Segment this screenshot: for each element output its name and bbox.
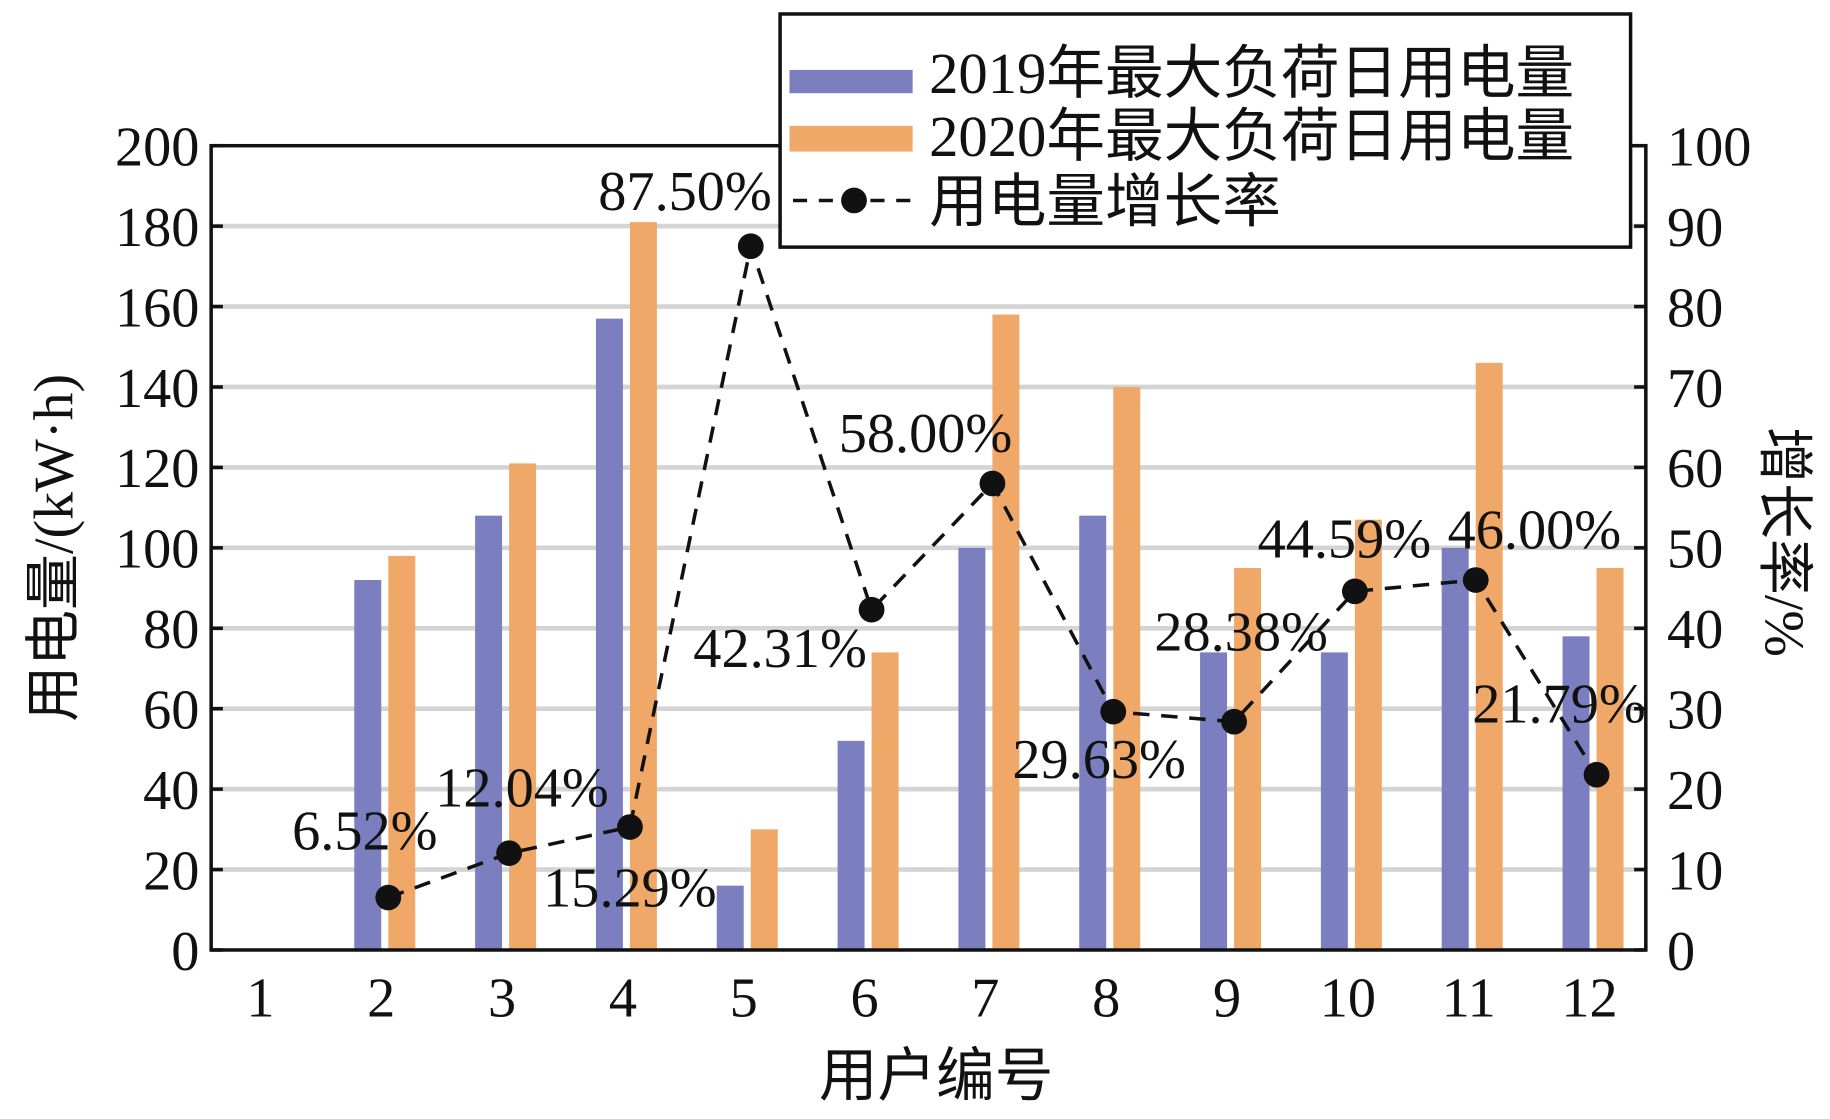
legend-label-2019: 2019年最大负荷日用电量 [929, 41, 1574, 106]
bar-2019-user-12 [1562, 636, 1590, 950]
bars [354, 222, 1624, 950]
y-tick-label: 0 [171, 921, 199, 983]
growth-label: 46.00% [1448, 500, 1622, 562]
growth-line [375, 233, 1610, 911]
y2-tick-label: 40 [1667, 599, 1723, 661]
bar-2019-user-3 [475, 515, 503, 950]
y-tick-label: 160 [115, 278, 199, 340]
y2-tick-label: 80 [1667, 278, 1723, 340]
x-tick-label: 9 [1213, 968, 1241, 1030]
growth-point-user-2 [375, 884, 402, 911]
growth-label: 21.79% [1472, 673, 1646, 735]
growth-point-user-12 [1583, 761, 1610, 788]
growth-label: 44.59% [1258, 509, 1432, 571]
y-tick-label: 180 [115, 197, 199, 259]
bar-2020-user-3 [509, 463, 537, 950]
growth-label: 87.50% [598, 161, 772, 223]
growth-label: 15.29% [543, 857, 717, 919]
bar-2019-user-10 [1320, 652, 1348, 950]
y-tick-label: 140 [115, 358, 199, 420]
bar-2020-user-5 [750, 829, 778, 950]
y2-tick-label: 0 [1667, 921, 1695, 983]
growth-label: 29.63% [1012, 729, 1186, 791]
growth-label: 6.52% [292, 801, 437, 863]
bar-2020-user-12 [1596, 567, 1624, 950]
x-tick-label: 10 [1320, 968, 1376, 1030]
y-tick-label: 20 [143, 841, 199, 903]
x-tick-label: 12 [1561, 968, 1617, 1030]
x-tick-label: 6 [850, 968, 878, 1030]
growth-label: 12.04% [435, 758, 609, 820]
x-tick-label: 5 [730, 968, 758, 1030]
legend: 2019年最大负荷日用电量 2020年最大负荷日用电量 用电量增长率 [778, 12, 1633, 249]
bar-2019-user-7 [958, 547, 986, 950]
bar-2020-user-9 [1234, 567, 1262, 950]
growth-label: 42.31% [693, 618, 867, 680]
y2-tick-label: 100 [1667, 117, 1751, 179]
y-tick-label: 200 [115, 117, 199, 179]
growth-point-user-10 [1342, 578, 1368, 605]
y-tick-label: 120 [115, 438, 199, 500]
x-tick-label: 2 [367, 968, 395, 1030]
growth-point-user-3 [496, 840, 523, 866]
y2-tick-label: 30 [1667, 680, 1723, 742]
legend-swatch-2019 [789, 69, 913, 94]
legend-label-growth: 用电量增长率 [929, 170, 1281, 235]
bar-2020-user-6 [871, 652, 899, 950]
ticks: 0204060801001201401601802000102030405060… [115, 117, 1751, 1030]
x-tick-label: 4 [609, 968, 637, 1030]
bar-2019-user-4 [595, 318, 623, 950]
y2-axis-label: 增长率/% [1752, 427, 1814, 657]
bar-2020-user-4 [629, 222, 657, 950]
bar-2020-user-11 [1475, 362, 1503, 950]
growth-point-user-9 [1221, 708, 1247, 735]
y2-tick-label: 20 [1667, 760, 1723, 822]
y2-tick-label: 60 [1667, 438, 1723, 500]
legend-box [778, 12, 1633, 249]
y2-tick-label: 70 [1667, 358, 1723, 420]
bar-2019-user-5 [716, 885, 744, 950]
y2-tick-label: 90 [1667, 197, 1723, 259]
bar-2019-user-11 [1441, 547, 1469, 950]
y-axis-label: 用电量/(kW·h) [24, 374, 86, 722]
x-tick-label: 8 [1092, 968, 1120, 1030]
legend-label-2020: 2020年最大负荷日用电量 [929, 104, 1574, 169]
bar-2019-user-2 [354, 580, 382, 950]
y2-tick-label: 50 [1667, 519, 1723, 581]
bar-2020-user-7 [992, 314, 1020, 950]
y-tick-label: 100 [115, 519, 199, 581]
x-axis-label: 用户编号 [819, 1044, 1054, 1109]
growth-point-user-7 [979, 470, 1006, 497]
x-tick-label: 11 [1442, 968, 1496, 1030]
growth-label: 28.38% [1154, 602, 1328, 664]
bar-2020-user-8 [1113, 386, 1141, 950]
bar-2020-user-2 [388, 555, 416, 950]
bar-2019-user-9 [1200, 652, 1228, 950]
growth-point-user-5 [737, 233, 764, 260]
growth-point-user-8 [1100, 698, 1127, 725]
growth-label: 58.00% [839, 403, 1013, 465]
x-tick-label: 1 [246, 968, 274, 1030]
legend-swatch-2020 [789, 125, 913, 152]
x-tick-label: 7 [971, 968, 999, 1030]
growth-point-user-6 [858, 596, 885, 623]
legend-marker-growth [841, 187, 867, 214]
data-labels: 6.52%12.04% 15.29% 87.50% 42.31% 58.00% 29.63… [292, 161, 1646, 919]
x-tick-label: 3 [488, 968, 516, 1030]
y-tick-label: 60 [143, 680, 199, 742]
growth-point-user-4 [617, 814, 643, 840]
growth-point-user-11 [1462, 567, 1489, 593]
bar-2019-user-6 [837, 740, 865, 950]
y-tick-label: 80 [143, 599, 199, 661]
bar-2019-user-8 [1079, 515, 1107, 950]
y-tick-label: 40 [143, 760, 199, 822]
y2-tick-label: 10 [1667, 841, 1723, 903]
